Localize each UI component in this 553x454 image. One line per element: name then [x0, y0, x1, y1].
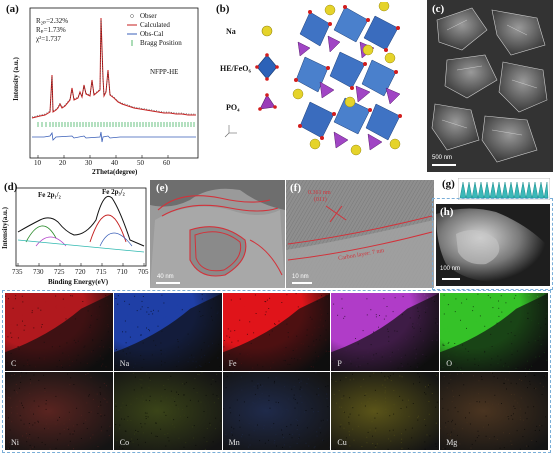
xrd-stat-chi2: χ²=1.737 [36, 35, 61, 43]
eds-map-label-co: Co [119, 438, 130, 447]
xrd-legend-obscal: Obs-Cal [140, 30, 164, 38]
axes-icon [224, 125, 237, 138]
hrtem-scalebar-label: 10 nm [292, 274, 309, 280]
sem-image [427, 0, 553, 172]
xrd-ylabel: Intensity (a.u.) [11, 57, 20, 101]
haadf-scalebar-label: 100 nm [440, 266, 461, 272]
xrd-stat-rwp: R₂ₚ=2.32% [36, 17, 69, 25]
eds-mapping-grid: C Na Fe P O Ni Co Mn Cu Mg [5, 293, 549, 451]
xps-background [17, 239, 145, 253]
xrd-legend-calculated: Calculated [140, 21, 170, 29]
hrtem-plane: (011) [314, 197, 327, 203]
xps-xtick-730: 730 [33, 268, 44, 276]
tem-scalebar-label: 40 nm [157, 274, 174, 280]
xps-ylabel: Intensity(a.u.) [1, 206, 10, 250]
panel-a-label: (a) [6, 3, 19, 15]
tem-image [150, 180, 285, 288]
haadf-image [436, 204, 550, 286]
legend-na: Na [226, 27, 236, 36]
feo6-octahedron-icon [256, 54, 278, 80]
eds-map-label-o: O [446, 359, 452, 368]
xrd-xtick-20: 20 [59, 159, 66, 167]
xps-peak-2p32-label: Fe 2p₃/₂ [102, 188, 125, 196]
xps-xtick-735: 735 [12, 268, 23, 276]
eds-map-o: O [440, 293, 548, 371]
xrd-xtick-60: 60 [163, 159, 170, 167]
xrd-calculated-line [31, 17, 196, 119]
panel-g-label: (g) [442, 178, 455, 190]
xrd-plot-frame [29, 7, 199, 159]
panel-c-label: (c) [432, 3, 445, 15]
xps-xtick-710: 710 [117, 268, 128, 276]
xps-xtick-715: 715 [96, 268, 107, 276]
eds-map-mg: Mg [440, 372, 548, 450]
hrtem-image [286, 180, 434, 288]
legend-po4: PO₄ [226, 103, 240, 112]
xps-satellite-2 [99, 232, 133, 247]
sem-scalebar-label: 500 nm [432, 155, 453, 161]
fft-intensity-profile [458, 178, 550, 200]
xps-xtick-705: 705 [138, 268, 149, 276]
xrd-xtick-40: 40 [111, 159, 118, 167]
eds-map-label-ni: Ni [11, 438, 19, 447]
xrd-xtick-50: 50 [137, 159, 144, 167]
xrd-bragg-ticks [37, 122, 195, 127]
eds-map-label-p: P [337, 359, 342, 368]
na-atom-icon [261, 25, 273, 37]
xrd-xtick-30: 30 [85, 159, 92, 167]
xps-xlabel: Binding Energy(eV) [48, 278, 109, 286]
eds-map-c: C [5, 293, 113, 371]
xps-xtick-720: 720 [75, 268, 86, 276]
xps-raw-spectrum [17, 195, 145, 247]
legend-feo6: HE/FeO₆ [220, 64, 251, 73]
xrd-difference-line [32, 131, 196, 143]
xrd-xtick-10: 10 [34, 159, 41, 167]
eds-map-label-na: Na [119, 359, 130, 368]
xrd-xlabel: 2Theta(degree) [92, 168, 138, 176]
haadf-dashed-frame [432, 198, 553, 290]
panel-b-label: (b) [216, 3, 230, 15]
hrtem-dspacing: 0.361 nm [308, 190, 331, 196]
xrd-legend-bragg: Bragg Position [140, 39, 182, 47]
xrd-sample-label: NFPP-HE [150, 68, 179, 76]
xrd-legend-obser: Obser [140, 12, 157, 20]
eds-map-cu: Cu [331, 372, 440, 450]
xps-peak-2p12-label: Fe 2p₁/₂ [38, 191, 61, 199]
eds-map-ni: Ni [5, 372, 113, 450]
xps-satellite-1 [35, 236, 67, 247]
xps-fit-2p12 [25, 225, 57, 243]
structure-legend-icons [224, 25, 279, 138]
xps-xtick-725: 725 [54, 268, 65, 276]
eds-map-na: Na [113, 293, 222, 371]
eds-map-label-mg: Mg [446, 438, 458, 447]
eds-map-label-mn: Mn [228, 438, 240, 447]
xps-fe2p-plot [15, 187, 147, 267]
panel-e-label: (e) [156, 182, 169, 194]
xrd-refinement-plot [29, 7, 199, 159]
xps-fit-2p32 [89, 214, 127, 243]
eds-map-p: P [331, 293, 440, 371]
crystal-structure-image [290, 2, 408, 164]
eds-map-mn: Mn [222, 372, 331, 450]
panel-d-label: (d) [4, 181, 18, 193]
panel-h-label: (h) [440, 206, 454, 218]
eds-map-co: Co [113, 372, 222, 450]
xrd-stat-rp: Rₚ=1.73% [36, 26, 66, 34]
po4-tetrahedron-icon [259, 94, 276, 110]
eds-map-label-c: C [11, 359, 17, 368]
eds-map-fe: Fe [222, 293, 331, 371]
eds-map-label-cu: Cu [337, 438, 347, 447]
mapping-dashed-frame [2, 290, 551, 453]
eds-map-label-fe: Fe [228, 359, 237, 368]
panel-f-label: (f) [290, 182, 301, 194]
